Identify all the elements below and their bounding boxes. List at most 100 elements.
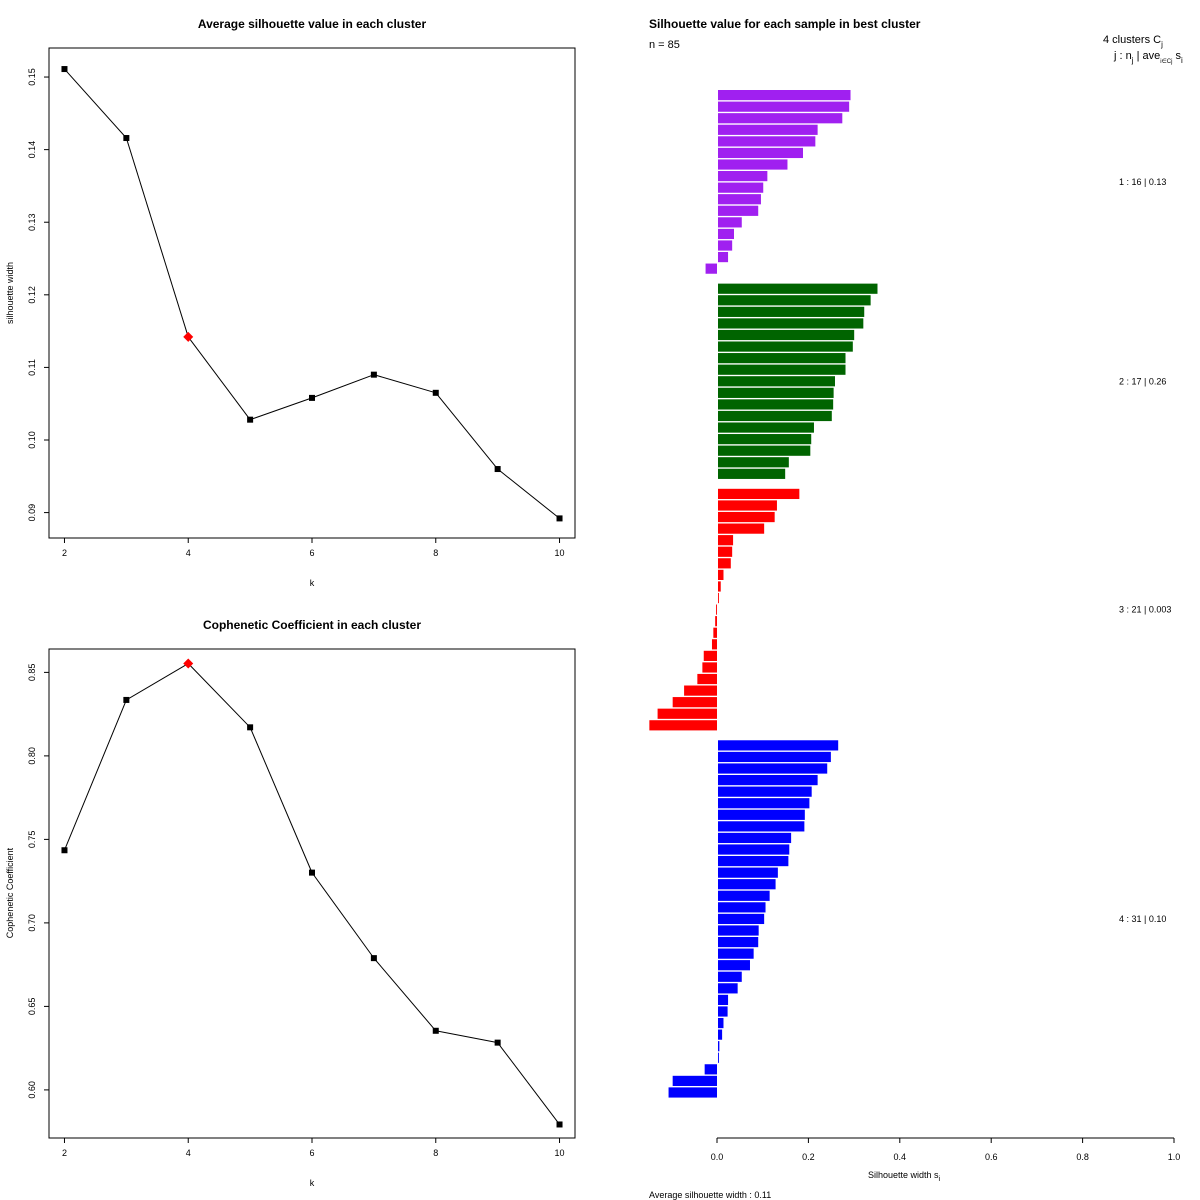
silhouette-bar (718, 569, 724, 580)
silhouette-bar (715, 616, 717, 627)
y-tick-label: 0.10 (27, 431, 37, 449)
line-segment (373, 957, 437, 1032)
x-tick-label: 8 (433, 1148, 438, 1158)
legend-header-columns: j : nj | avei∈Cj si (1113, 50, 1183, 65)
silhouette-bar (718, 832, 792, 844)
silhouette-bar (718, 399, 834, 410)
silhouette-bar (718, 1017, 724, 1029)
data-point (370, 955, 377, 962)
line-segment (187, 663, 251, 728)
cophenetic-panel-title: Cophenetic Coefficient in each cluster (203, 618, 421, 632)
y-tick-label: 0.13 (27, 213, 37, 231)
silhouette-bar (718, 902, 766, 913)
data-point (309, 869, 315, 876)
silhouette-bar (718, 182, 764, 193)
silhouette-bar (718, 867, 778, 878)
silhouette-bar (718, 136, 816, 147)
x-tick-label: 10 (555, 1148, 565, 1158)
data-point (61, 66, 68, 73)
average-silhouette-footer: Average silhouette width : 0.11 (649, 1190, 771, 1200)
x-tick-label: 2 (62, 1148, 67, 1158)
silhouette-bar-panel: Silhouette value for each sample in best… (649, 17, 1183, 1200)
cluster-legend-label: 2 : 17 | 0.26 (1119, 376, 1166, 386)
silhouette-bar (718, 786, 812, 797)
silhouette-bar (684, 685, 717, 696)
line-segment (249, 727, 313, 873)
silhouette-bar (718, 364, 846, 375)
x-tick-label: 8 (433, 548, 438, 558)
silhouette-bar (718, 101, 850, 112)
y-tick-label: 0.60 (27, 1081, 37, 1099)
silhouette-bar (657, 708, 717, 719)
legend-header-clusters: 4 clusters Cj (1103, 34, 1163, 49)
line-segment (64, 699, 127, 851)
y-tick-label: 0.12 (27, 286, 37, 304)
data-point (494, 1039, 501, 1046)
y-tick-label: 0.85 (27, 664, 37, 682)
silhouette-bar (718, 1041, 720, 1052)
silhouette-line-panel: Average silhouette value in each cluster… (5, 17, 576, 588)
silhouette-bar (718, 170, 768, 182)
y-tick-label: 0.09 (27, 504, 37, 522)
silhouette-bar (718, 936, 759, 948)
legend-col-ave: | ave (1134, 50, 1161, 62)
line-segment (435, 1030, 498, 1044)
silhouette-bar (718, 217, 742, 228)
x-tick-label: 0.8 (1076, 1152, 1089, 1162)
legend-col-s-sub: i (1181, 56, 1183, 65)
silhouette-bar (718, 445, 811, 456)
silhouette-bar (718, 387, 834, 398)
silhouette-bar (718, 329, 855, 341)
silhouette-bar (718, 994, 729, 1006)
silhouette-bar (718, 159, 788, 170)
data-point (123, 696, 130, 703)
x-tick-label: 0.4 (894, 1152, 907, 1162)
y-tick-label: 0.70 (27, 914, 37, 932)
sample-count-label: n = 85 (649, 39, 680, 51)
silhouette-bar (718, 844, 790, 855)
cophenetic-y-axis-label: Cophenetic Coefficient (5, 847, 15, 938)
silhouette-bar (649, 720, 717, 731)
line-segment (435, 392, 499, 470)
x-tick-label: 0.0 (711, 1152, 724, 1162)
silhouette-bar (718, 546, 733, 557)
line-segment (311, 872, 375, 959)
legend-col-ave-sub: i∈Cj (1160, 58, 1172, 65)
silhouette-bar (718, 434, 812, 445)
silhouette-bar (718, 763, 828, 774)
line-segment (126, 663, 189, 701)
silhouette-bar (705, 263, 717, 274)
silhouette-bar (703, 650, 717, 661)
silhouette-bar (718, 90, 851, 101)
silhouette-bar-x-axis-label: Silhouette width si (868, 1170, 941, 1183)
cophenetic-x-axis-label: k (310, 1178, 315, 1188)
silhouette-bar (718, 457, 789, 468)
line-segment (497, 468, 560, 519)
silhouette-bar (718, 558, 731, 569)
line-segment (187, 336, 251, 420)
silhouette-bar (718, 925, 759, 936)
silhouette-bar (718, 147, 804, 159)
x-tick-label: 4 (186, 548, 191, 558)
x-tick-label: 6 (309, 548, 314, 558)
silhouette-bar (718, 251, 729, 263)
x-tick-label: 6 (309, 1148, 314, 1158)
data-point (123, 135, 130, 142)
silhouette-bar (713, 627, 717, 638)
line-segment (64, 68, 127, 139)
legend-col-n-sub: j (1131, 56, 1134, 65)
cluster-legend-label: 4 : 31 | 0.10 (1119, 914, 1166, 924)
silhouette-bar-x-axis-text: Silhouette width s (868, 1170, 939, 1180)
data-point (309, 394, 315, 401)
silhouette-panel-title: Average silhouette value in each cluster (198, 17, 427, 31)
best-k-point (183, 331, 194, 342)
cluster-legend-label: 1 : 16 | 0.13 (1119, 177, 1166, 187)
silhouette-bar (718, 535, 734, 546)
x-tick-label: 0.2 (802, 1152, 815, 1162)
data-point (432, 1027, 439, 1034)
silhouette-bar (718, 983, 738, 994)
silhouette-bar-title: Silhouette value for each sample in best… (649, 17, 921, 31)
silhouette-bar-x-axis-sub: i (939, 1176, 941, 1183)
line-segment (497, 1042, 560, 1125)
